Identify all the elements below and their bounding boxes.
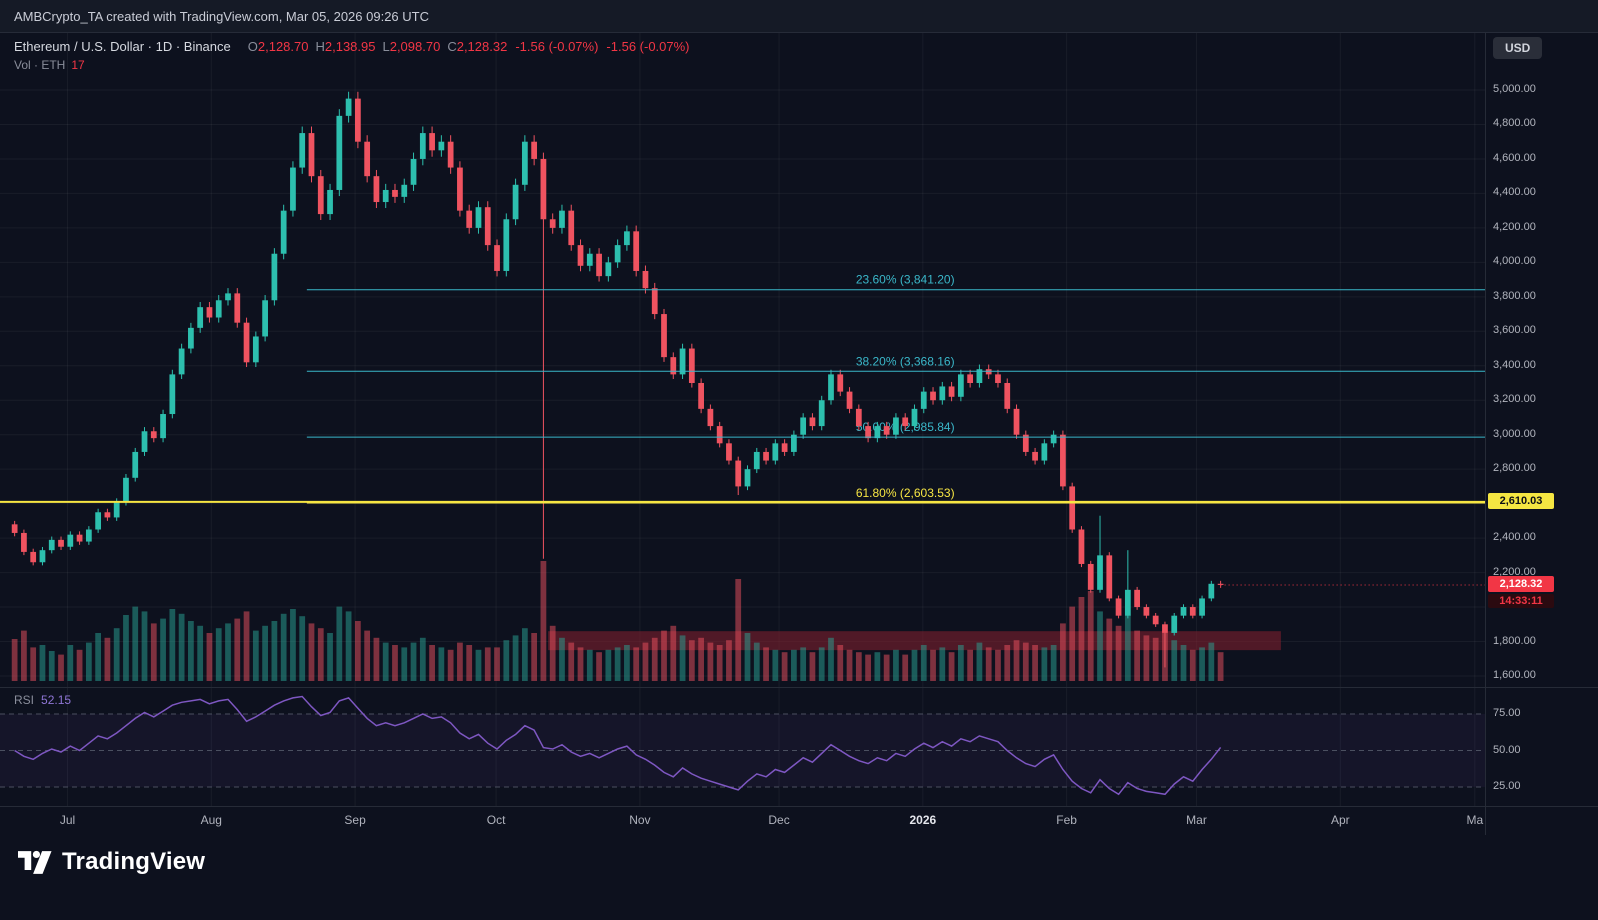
price-tick-label: 3,200.00 <box>1493 393 1536 406</box>
time-axis-label[interactable]: Sep <box>344 813 366 827</box>
time-axis-label[interactable]: Aug <box>200 813 222 827</box>
price-tick-label: 5,000.00 <box>1493 83 1536 95</box>
time-axis-label[interactable]: Mar <box>1186 813 1207 827</box>
price-tick-label: 4,400.00 <box>1493 186 1536 199</box>
price-level-badge: 2,610.03 <box>1488 492 1554 509</box>
price-tick-label: 3,800.00 <box>1493 289 1536 302</box>
low-label: L <box>382 39 390 54</box>
time-axis-label[interactable]: Ma <box>1466 813 1484 827</box>
time-axis-label[interactable]: Feb <box>1056 813 1077 827</box>
rsi-legend: RSI 52.15 <box>14 693 71 707</box>
svg-text:38.20% (3,368.16): 38.20% (3,368.16) <box>856 354 955 368</box>
rsi-label: RSI <box>14 693 35 707</box>
rsi-tick-label: 75.00 <box>1493 707 1521 719</box>
volume-label: Vol · ETH <box>14 58 66 72</box>
high-label: H <box>315 39 325 54</box>
symbol-legend: Ethereum / U.S. Dollar · 1D · Binance O2,… <box>14 39 690 54</box>
time-axis-label[interactable]: 2026 <box>909 813 937 827</box>
currency-button[interactable]: USD <box>1493 37 1543 59</box>
change-value: -1.56 (-0.07%) <box>515 39 599 54</box>
price-tick-label: 4,800.00 <box>1493 117 1536 130</box>
price-tick-label: 4,600.00 <box>1493 151 1536 164</box>
price-tick-label: 2,400.00 <box>1493 531 1536 544</box>
tradingview-logo-icon <box>18 850 52 874</box>
volume-value: 17 <box>71 58 85 72</box>
change-value-duplicate: -1.56 (-0.07%) <box>606 39 690 54</box>
price-tick-label: 2,200.00 <box>1493 565 1536 578</box>
price-tick-label: 1,800.00 <box>1493 634 1536 647</box>
time-axis-label[interactable]: Dec <box>768 813 790 827</box>
price-tick-label: 3,600.00 <box>1493 324 1536 337</box>
price-tick-label: 4,000.00 <box>1493 255 1536 268</box>
time-axis-label[interactable]: Jul <box>59 813 76 827</box>
attribution-bar: AMBCrypto_TA created with TradingView.co… <box>0 0 1598 33</box>
time-axis-label[interactable]: Nov <box>629 813 651 827</box>
bar-countdown-badge: 14:33:11 <box>1488 593 1554 608</box>
time-axis-label[interactable]: Apr <box>1330 813 1350 827</box>
price-tick-label: 3,000.00 <box>1493 427 1536 440</box>
last-price-badge: 2,128.32 <box>1488 575 1554 592</box>
close-label: C <box>447 39 457 54</box>
price-tick-label: 4,200.00 <box>1493 220 1536 233</box>
symbol-title: Ethereum / U.S. Dollar · 1D · Binance <box>14 39 231 54</box>
svg-text:23.60% (3,841.20): 23.60% (3,841.20) <box>856 273 955 287</box>
rsi-tick-label: 25.00 <box>1493 780 1521 792</box>
rsi-tick-label: 50.00 <box>1493 743 1521 756</box>
close-value: 2,128.32 <box>456 39 508 54</box>
open-value: 2,128.70 <box>257 39 309 54</box>
price-tick-label: 1,600.00 <box>1493 669 1536 681</box>
price-tick-label: 2,800.00 <box>1493 462 1536 475</box>
low-value: 2,098.70 <box>389 39 441 54</box>
svg-text:61.80% (2,603.53): 61.80% (2,603.53) <box>856 486 955 500</box>
attribution-text: AMBCrypto_TA created with TradingView.co… <box>14 8 429 24</box>
time-axis-label[interactable]: Oct <box>486 813 506 827</box>
tradingview-logo-text: TradingView <box>62 848 206 875</box>
open-label: O <box>247 39 258 54</box>
high-value: 2,138.95 <box>324 39 376 54</box>
tradingview-logo[interactable]: TradingView <box>18 848 205 876</box>
rsi-value: 52.15 <box>41 693 72 707</box>
price-tick-label: 3,400.00 <box>1493 358 1536 371</box>
volume-legend: Vol · ETH 17 <box>14 58 85 72</box>
